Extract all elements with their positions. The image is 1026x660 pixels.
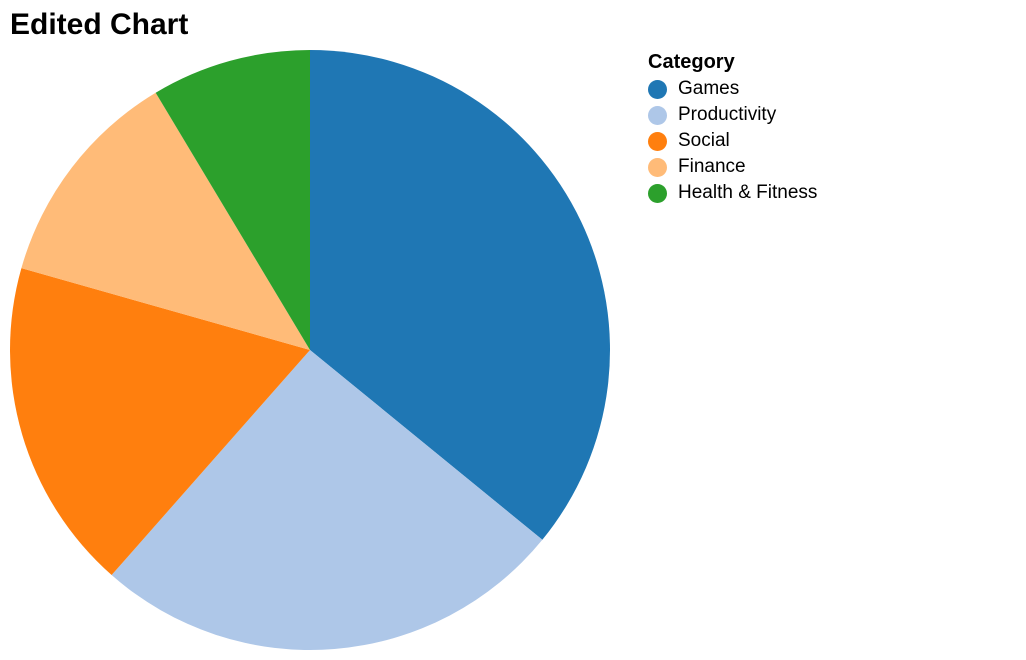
- legend-items: Games Productivity Social Finance Health & F…: [648, 76, 817, 206]
- legend-label-productivity: Productivity: [678, 104, 777, 125]
- pie-slice-games[interactable]: [310, 50, 610, 540]
- legend: Category Games Productivity Social Finance H…: [648, 48, 817, 206]
- legend-item-health-and-fitness[interactable]: Health & Fitness: [648, 180, 817, 206]
- pie-slice-social[interactable]: [9, 268, 310, 576]
- legend-swatch-productivity: [648, 105, 667, 125]
- legend-label-games: Games: [678, 78, 740, 99]
- legend-item-finance[interactable]: Finance: [648, 154, 817, 180]
- pie-slices: [9, 49, 610, 650]
- legend-swatch-games: [648, 79, 667, 99]
- legend-label-social: Social: [678, 130, 730, 151]
- legend-item-games[interactable]: Games: [648, 76, 817, 102]
- chart-title: Edited Chart: [10, 8, 189, 41]
- legend-swatch-finance: [648, 157, 667, 177]
- legend-label-finance: Finance: [678, 156, 746, 177]
- pie-slice-productivity[interactable]: [111, 350, 543, 650]
- legend-label-health-and-fitness: Health & Fitness: [678, 182, 818, 203]
- legend-title: Category: [648, 51, 735, 73]
- pie-slice-health-and-fitness[interactable]: [155, 49, 310, 350]
- legend-item-social[interactable]: Social: [648, 128, 817, 154]
- pie-slice-finance[interactable]: [21, 92, 310, 351]
- legend-swatch-health-and-fitness: [648, 183, 667, 203]
- legend-item-productivity[interactable]: Productivity: [648, 102, 817, 128]
- legend-swatch-social: [648, 131, 667, 151]
